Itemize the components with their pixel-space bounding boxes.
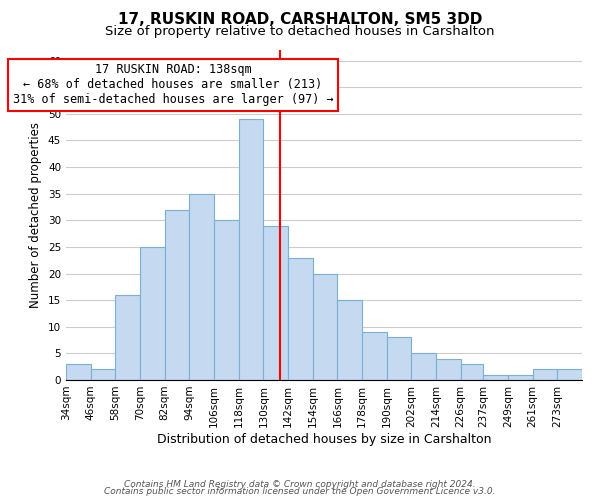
Bar bbox=[484, 374, 508, 380]
Bar bbox=[115, 295, 140, 380]
Bar bbox=[239, 119, 263, 380]
Bar bbox=[412, 354, 436, 380]
Text: Contains public sector information licensed under the Open Government Licence v3: Contains public sector information licen… bbox=[104, 487, 496, 496]
Bar bbox=[91, 370, 115, 380]
Y-axis label: Number of detached properties: Number of detached properties bbox=[29, 122, 43, 308]
Bar bbox=[461, 364, 484, 380]
Text: Contains HM Land Registry data © Crown copyright and database right 2024.: Contains HM Land Registry data © Crown c… bbox=[124, 480, 476, 489]
Bar bbox=[362, 332, 387, 380]
Bar bbox=[557, 370, 582, 380]
Bar bbox=[214, 220, 239, 380]
Text: 17 RUSKIN ROAD: 138sqm
← 68% of detached houses are smaller (213)
31% of semi-de: 17 RUSKIN ROAD: 138sqm ← 68% of detached… bbox=[13, 64, 333, 106]
Bar bbox=[190, 194, 214, 380]
Bar bbox=[263, 226, 288, 380]
Bar bbox=[288, 258, 313, 380]
Text: 17, RUSKIN ROAD, CARSHALTON, SM5 3DD: 17, RUSKIN ROAD, CARSHALTON, SM5 3DD bbox=[118, 12, 482, 28]
Bar bbox=[533, 370, 557, 380]
Bar bbox=[508, 374, 533, 380]
X-axis label: Distribution of detached houses by size in Carshalton: Distribution of detached houses by size … bbox=[157, 432, 491, 446]
Bar bbox=[313, 274, 337, 380]
Bar bbox=[337, 300, 362, 380]
Bar bbox=[66, 364, 91, 380]
Text: Size of property relative to detached houses in Carshalton: Size of property relative to detached ho… bbox=[105, 25, 495, 38]
Bar bbox=[164, 210, 190, 380]
Bar bbox=[436, 358, 461, 380]
Bar bbox=[387, 338, 412, 380]
Bar bbox=[140, 247, 164, 380]
